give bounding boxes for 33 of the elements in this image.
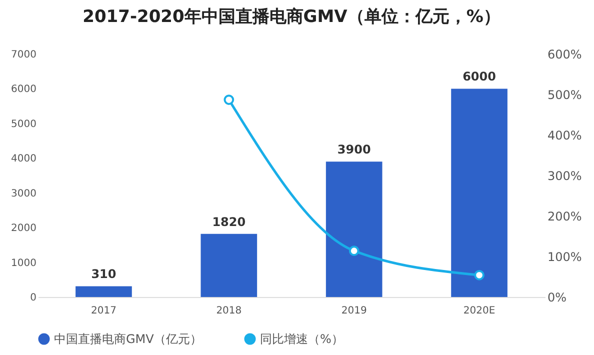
- x-tick-label: 2018: [216, 306, 242, 316]
- y2-tick-label: 400%: [548, 128, 582, 142]
- bar: [326, 162, 382, 297]
- x-tick-label: 2020E: [463, 306, 496, 316]
- point: [474, 270, 484, 280]
- point: [348, 246, 360, 256]
- chart-title: 2017-2020年中国直播电商GMV（单位：亿元，%）: [82, 7, 500, 27]
- data-label: 1820: [212, 214, 246, 229]
- y2-tick-label: 500%: [548, 88, 582, 102]
- y2-tick-label: 100%: [548, 250, 582, 264]
- point: [224, 94, 234, 105]
- y-tick-label: 5000: [11, 118, 36, 130]
- data-label: 310: [91, 267, 116, 282]
- x-tick-label: 2017: [90, 306, 116, 316]
- y2-tick-label: 600%: [548, 48, 582, 62]
- y-tick-label: 4000: [11, 154, 36, 165]
- y-tick-label: 1000: [11, 258, 36, 269]
- y-tick-label: 3000: [11, 188, 36, 200]
- y-tick-label: 7000: [11, 50, 36, 60]
- bar: [200, 234, 258, 297]
- y-tick-label: 2000: [11, 223, 36, 234]
- x-tick-label: 2019: [341, 306, 367, 316]
- y2-tick-label: 200%: [548, 210, 582, 224]
- y-tick-label: 6000: [11, 84, 36, 96]
- y-tick-label: 0: [30, 292, 36, 304]
- data-label: 3900: [337, 142, 371, 157]
- bar: [76, 286, 132, 297]
- data-label: 6000: [462, 70, 496, 84]
- legend-label: 同比增速（%）: [260, 332, 344, 346]
- bar: [451, 88, 508, 297]
- legend-label: 中国直播电商GMV（亿元）: [54, 332, 202, 346]
- y2-tick-label: 0%: [548, 290, 567, 304]
- y2-tick-label: 300%: [548, 169, 582, 183]
